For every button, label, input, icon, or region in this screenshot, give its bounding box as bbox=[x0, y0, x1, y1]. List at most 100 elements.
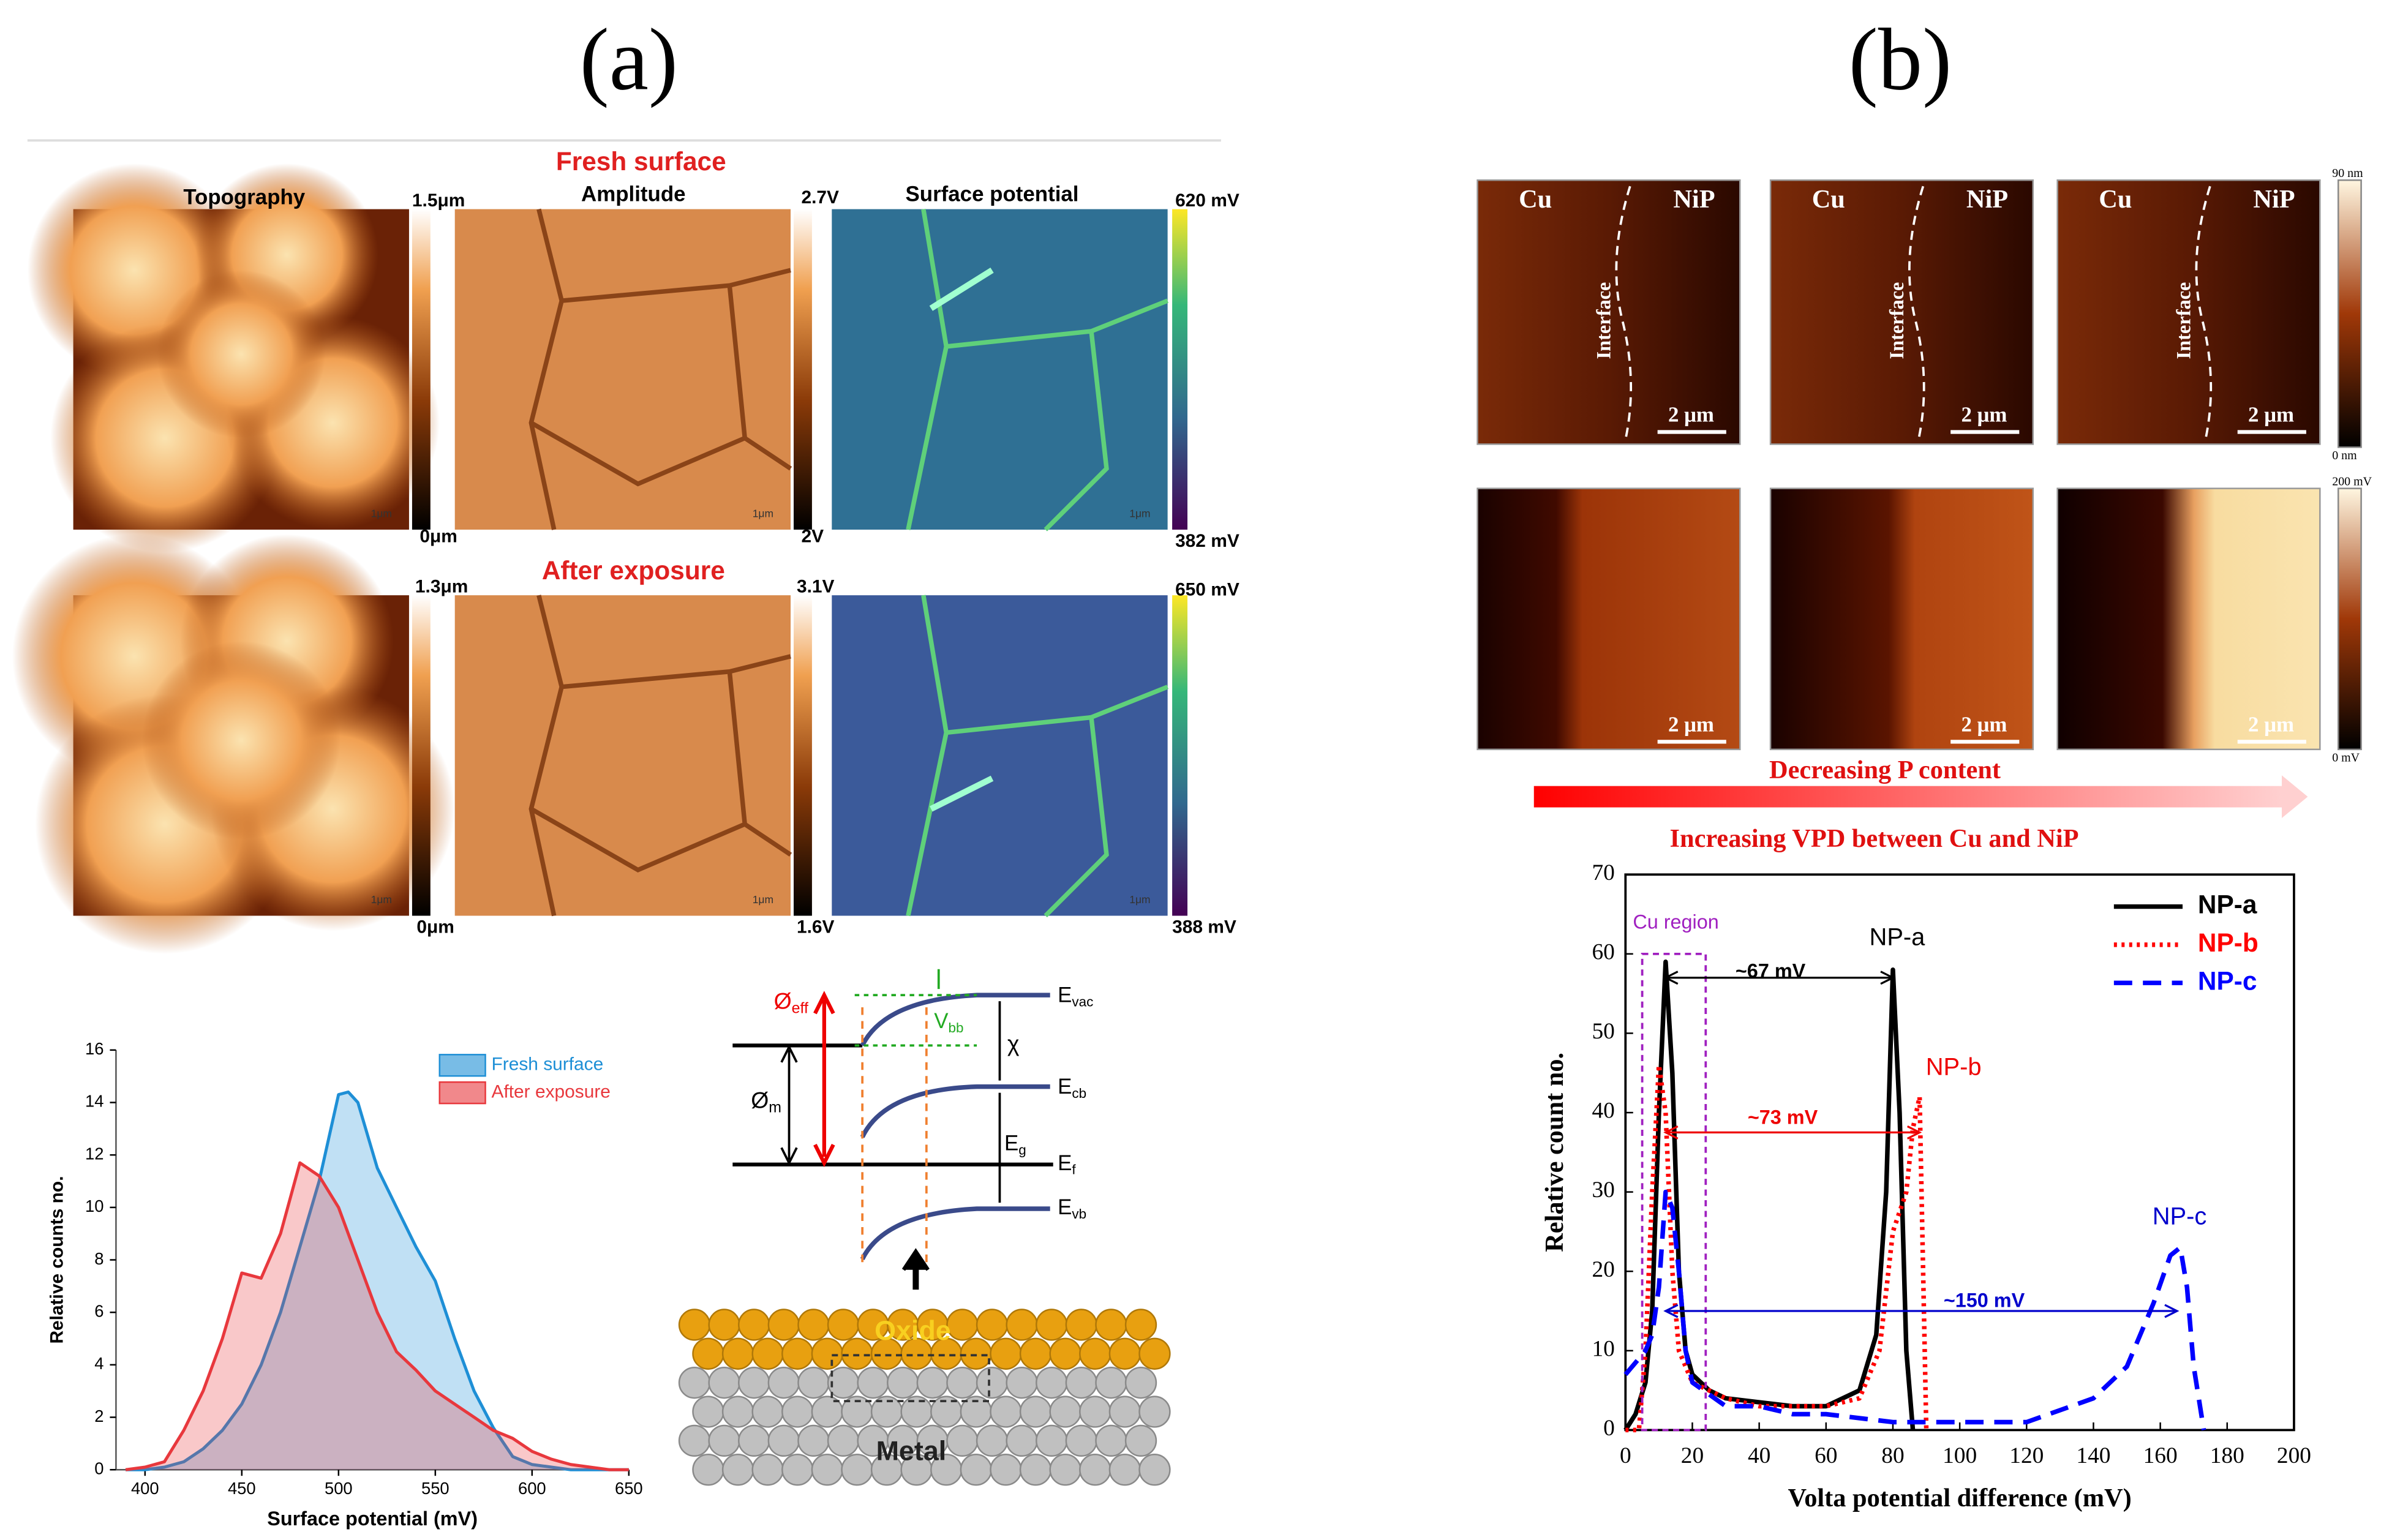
level-label: Evac bbox=[1058, 983, 1093, 1010]
metal-atom bbox=[990, 1454, 1022, 1486]
x-tick-label: 80 bbox=[1881, 1443, 1904, 1468]
oxide-atom bbox=[1049, 1337, 1081, 1370]
oxide-atom bbox=[738, 1309, 770, 1341]
oxide-atom bbox=[1019, 1337, 1052, 1370]
metal-atom bbox=[1124, 1424, 1157, 1457]
scale-bar-label: 1μm bbox=[753, 508, 773, 520]
vpd-map bbox=[1476, 487, 1741, 751]
scale-bar-label: 1μm bbox=[371, 893, 392, 906]
oxide-atom bbox=[990, 1337, 1022, 1370]
x-tick-label: 500 bbox=[325, 1479, 353, 1498]
oxide-atom bbox=[1108, 1337, 1141, 1370]
colorbar bbox=[1172, 209, 1188, 530]
oxide-atom bbox=[797, 1309, 830, 1341]
colorbar bbox=[794, 209, 812, 530]
colorbar-min: 2V bbox=[801, 526, 824, 546]
x-tick-label: 650 bbox=[615, 1479, 643, 1498]
annotation: NP-b bbox=[1926, 1053, 1982, 1080]
metal-atom bbox=[1124, 1366, 1157, 1399]
metal-atom bbox=[767, 1366, 800, 1399]
metal-atom bbox=[1138, 1395, 1171, 1428]
annotation: ~150 mV bbox=[1944, 1290, 2025, 1312]
colorbar-max: 200 mV bbox=[2332, 475, 2372, 488]
legend-swatch bbox=[438, 1081, 486, 1105]
panel-label: (a) bbox=[580, 10, 678, 108]
colorbar-min: 0 nm bbox=[2332, 449, 2357, 462]
oxide-atom bbox=[708, 1309, 740, 1341]
metal-atom bbox=[1019, 1395, 1052, 1428]
metal-atom bbox=[751, 1454, 784, 1486]
y-axis-label: Relative count no. bbox=[1540, 1053, 1569, 1252]
metal-atom bbox=[960, 1454, 992, 1486]
cu-label: Cu bbox=[2099, 185, 2132, 214]
grain-boundaries bbox=[528, 208, 792, 530]
metal-atom bbox=[708, 1366, 740, 1399]
colorbar-min: 382 mV bbox=[1175, 531, 1239, 551]
y-tick-label: 4 bbox=[94, 1354, 103, 1373]
metal-atom bbox=[1049, 1454, 1081, 1486]
oxide-atom bbox=[721, 1337, 754, 1370]
oxide-atom bbox=[781, 1337, 814, 1370]
colorbar-min: 0μm bbox=[419, 526, 457, 546]
annotation: Cu region bbox=[1633, 911, 1718, 933]
vpd-map bbox=[2056, 487, 2321, 751]
metal-atom bbox=[781, 1454, 814, 1486]
x-axis-label: Volta potential difference (mV) bbox=[1788, 1484, 2132, 1512]
y-tick-label: 10 bbox=[85, 1196, 103, 1215]
grain bbox=[157, 270, 325, 438]
cu-region-box bbox=[1641, 952, 1707, 1432]
metal-atom bbox=[708, 1424, 740, 1457]
colorbar-max: 3.1V bbox=[797, 577, 835, 597]
metal-atom bbox=[797, 1424, 830, 1457]
arrow bbox=[930, 775, 994, 812]
metal-atom bbox=[887, 1366, 919, 1399]
y-tick-label: 30 bbox=[1592, 1178, 1614, 1203]
scale-bar-label: 1μm bbox=[1129, 893, 1150, 906]
legend-swatch bbox=[438, 1054, 486, 1077]
interface-line bbox=[1908, 186, 1925, 440]
y-tick-label: 2 bbox=[94, 1407, 103, 1425]
y-tick-label: 50 bbox=[1592, 1019, 1614, 1044]
scale-bar-label: 2 μm bbox=[1668, 403, 1714, 427]
gradient-arrow bbox=[1533, 786, 2282, 808]
oxide-atom bbox=[1124, 1309, 1157, 1341]
metal-atom bbox=[1036, 1366, 1068, 1399]
oxide-atom bbox=[1065, 1309, 1097, 1341]
column-title: Amplitude bbox=[581, 182, 686, 206]
panel-label: (b) bbox=[1849, 10, 1952, 108]
colorbar bbox=[2337, 487, 2362, 751]
metal-atom bbox=[1065, 1366, 1097, 1399]
oxide-atom bbox=[692, 1337, 724, 1370]
oxide-atom bbox=[946, 1309, 979, 1341]
level-label: Evb bbox=[1058, 1195, 1086, 1222]
metal-atom bbox=[797, 1366, 830, 1399]
interface-label: Interface bbox=[1593, 282, 1615, 359]
x-tick-label: 40 bbox=[1748, 1443, 1770, 1468]
metal-atom bbox=[916, 1366, 949, 1399]
y-tick-label: 10 bbox=[1592, 1336, 1614, 1361]
surface-potential-map bbox=[832, 209, 1168, 530]
oxide-metal-spheres: Oxide Metal bbox=[678, 1309, 1171, 1486]
metal-atom bbox=[1079, 1454, 1112, 1486]
oxide-label: Oxide bbox=[875, 1315, 951, 1346]
topography-map bbox=[1769, 179, 2034, 445]
metal-atom bbox=[751, 1395, 784, 1428]
legend-label: NP-b bbox=[2198, 928, 2259, 957]
arrow-head bbox=[1663, 1125, 1922, 1140]
metal-atom bbox=[692, 1454, 724, 1486]
area-fill bbox=[126, 1163, 629, 1470]
metal-atom bbox=[1079, 1395, 1112, 1428]
nip-label: NiP bbox=[1673, 185, 1715, 214]
metal-atom bbox=[1095, 1366, 1127, 1399]
arrow-label: Decreasing P content bbox=[1769, 756, 2001, 784]
metal-atom bbox=[811, 1454, 843, 1486]
metal-atom bbox=[1108, 1395, 1141, 1428]
legend-label: Fresh surface bbox=[492, 1054, 604, 1075]
metal-atom bbox=[946, 1366, 979, 1399]
y-tick-label: 14 bbox=[85, 1092, 103, 1111]
metal-atom bbox=[1095, 1424, 1127, 1457]
oxide-atom bbox=[827, 1309, 860, 1341]
scale-bar-label: 2 μm bbox=[1962, 403, 2007, 427]
